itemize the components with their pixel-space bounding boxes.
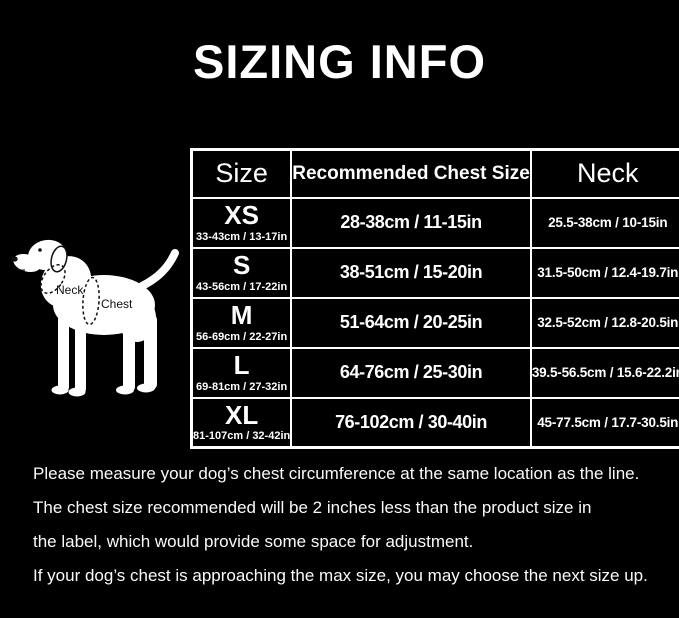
col-header-chest: Recommended Chest Size bbox=[290, 148, 532, 199]
dog-tail bbox=[138, 249, 179, 290]
size-range: 81-107cm / 32-42in bbox=[193, 430, 291, 443]
note-line-3: the label, which would provide some spac… bbox=[33, 532, 474, 551]
dog-hind-leg-far bbox=[144, 314, 157, 390]
neck-range: 39.5-56.5cm / 15.6-22.2in bbox=[529, 346, 679, 399]
neck-range: 45-77.5cm / 17.7-30.5in bbox=[529, 396, 679, 449]
size-label: XL bbox=[225, 400, 259, 431]
table-row-l: L 69-81cm / 27-32in 64-76cm / 25-30in 39… bbox=[190, 346, 679, 399]
dog-nose bbox=[11, 256, 18, 262]
dog-paw bbox=[116, 385, 134, 395]
size-range: 33-43cm / 13-17in bbox=[196, 230, 288, 243]
dog-mouth bbox=[13, 266, 26, 271]
page-title: SIZING INFO bbox=[193, 35, 486, 88]
chest-range: 38-51cm / 15-20in bbox=[290, 246, 532, 299]
dog-front-leg-far bbox=[58, 314, 69, 392]
dog-diagram: Neck Chest bbox=[6, 222, 190, 404]
table-row-xs: XS 33-43cm / 13-17in 28-38cm / 11-15in 2… bbox=[190, 196, 679, 249]
chest-range: 76-102cm / 30-40in bbox=[290, 396, 532, 449]
size-range: 56-69cm / 22-27in bbox=[196, 330, 288, 343]
measuring-notes: Please measure your dog’s chest circumfe… bbox=[33, 462, 673, 598]
table-row-xl: XL 81-107cm / 32-42in 76-102cm / 30-40in… bbox=[190, 396, 679, 449]
table-row-m: M 56-69cm / 22-27in 51-64cm / 20-25in 32… bbox=[190, 296, 679, 349]
note-line-4: If your dog’s chest is approaching the m… bbox=[33, 566, 648, 585]
dog-eye bbox=[38, 248, 42, 252]
col-header-size: Size bbox=[190, 148, 293, 199]
dog-figure: Neck Chest bbox=[11, 239, 179, 397]
dog-paw bbox=[68, 387, 86, 397]
size-range: 69-81cm / 27-32in bbox=[196, 380, 288, 393]
dog-body-shapes bbox=[13, 239, 179, 397]
size-range: 43-56cm / 17-22in bbox=[196, 280, 288, 293]
col-header-neck: Neck bbox=[529, 148, 679, 199]
table-row-s: S 43-56cm / 17-22in 38-51cm / 15-20in 31… bbox=[190, 246, 679, 299]
dog-paw bbox=[51, 385, 69, 395]
chest-range: 64-76cm / 25-30in bbox=[290, 346, 532, 399]
dog-paw bbox=[137, 383, 155, 393]
dog-muzzle bbox=[13, 253, 41, 273]
neck-range: 25.5-38cm / 10-15in bbox=[529, 196, 679, 249]
neck-range: 31.5-50cm / 12.4-19.7in bbox=[529, 246, 679, 299]
chest-label: Chest bbox=[101, 297, 133, 311]
neck-label: Neck bbox=[56, 283, 84, 297]
dog-hind-leg-near bbox=[123, 322, 135, 392]
note-line-2: The chest size recommended will be 2 inc… bbox=[33, 498, 592, 517]
chest-range: 51-64cm / 20-25in bbox=[290, 296, 532, 349]
table-header-row: Size Recommended Chest Size Neck bbox=[190, 148, 679, 199]
neck-measure-ring bbox=[40, 264, 66, 294]
note-line-1: Please measure your dog’s chest circumfe… bbox=[33, 464, 640, 483]
size-label: S bbox=[232, 250, 251, 281]
size-label: L bbox=[233, 350, 250, 381]
size-label: XS bbox=[224, 200, 259, 231]
size-label: M bbox=[230, 300, 253, 331]
chest-range: 28-38cm / 11-15in bbox=[290, 196, 532, 249]
size-table: Size Recommended Chest Size Neck XS 33-4… bbox=[190, 148, 679, 449]
neck-range: 32.5-52cm / 12.8-20.5in bbox=[529, 296, 679, 349]
dog-ear bbox=[50, 245, 68, 273]
dog-front-leg-near bbox=[75, 320, 86, 394]
